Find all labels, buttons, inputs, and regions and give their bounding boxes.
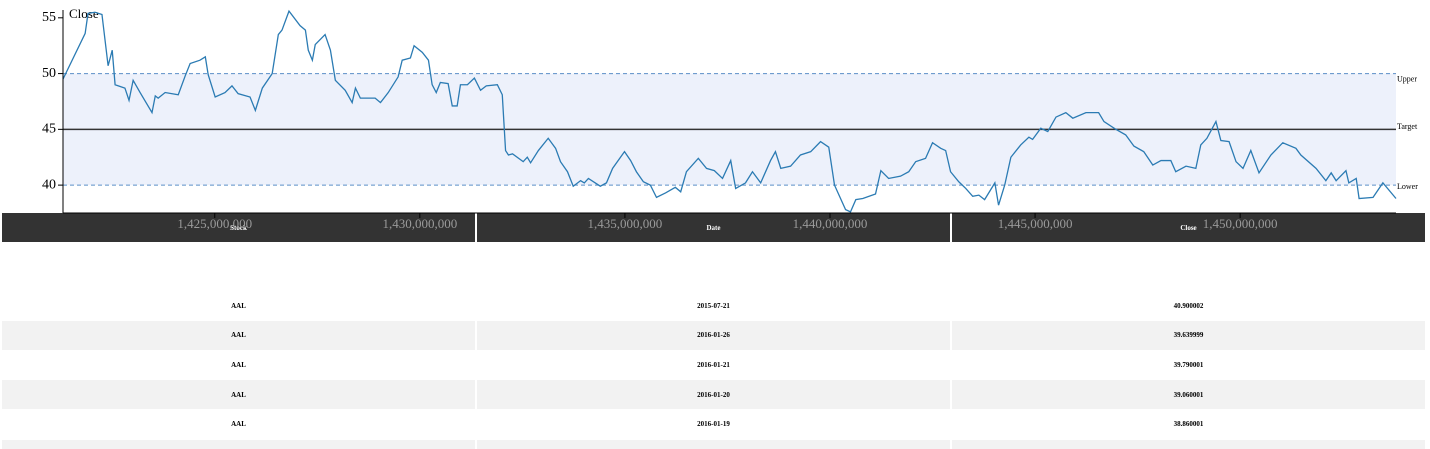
- column-header: Close: [952, 213, 1425, 242]
- table-cell: 39.790001: [1173, 360, 1204, 369]
- table-cell: 38.860001: [1173, 420, 1204, 429]
- table-cell: 2016-01-19: [697, 420, 730, 429]
- table-cell: 40.900002: [1173, 301, 1204, 310]
- y-tick-label: 40: [42, 177, 56, 192]
- column-header: Date: [477, 213, 950, 242]
- table-cell: AAL: [231, 301, 246, 310]
- table-cell: 2016-01-20: [477, 380, 950, 410]
- table-cell: 2015-07-21: [697, 301, 730, 310]
- reference-label: Upper: [1397, 74, 1417, 83]
- table-row-partial: [2, 440, 475, 449]
- table-row-partial: [952, 440, 1425, 449]
- column-header: Stock: [2, 213, 475, 242]
- table-cell: AAL: [231, 360, 246, 369]
- y-tick-label: 55: [42, 10, 56, 25]
- y-tick-label: 45: [42, 122, 56, 137]
- close-line: [62, 9, 1397, 213]
- reference-label: Target: [1397, 122, 1418, 131]
- reference-label: Lower: [1397, 182, 1418, 191]
- chart: Close UpperTargetLower404550551,425,000,…: [42, 6, 1418, 231]
- table-row-partial: [477, 440, 950, 449]
- table-cell: AAL: [231, 420, 246, 429]
- target-band: [63, 73, 1396, 186]
- y-tick-label: 50: [42, 66, 56, 81]
- y-axis-label: Close: [69, 6, 99, 21]
- table-cell: 39.060001: [952, 380, 1425, 410]
- table-cell: 2016-01-26: [477, 320, 950, 350]
- table-cell: 2016-01-21: [697, 360, 730, 369]
- table-cell: AAL: [2, 320, 475, 350]
- table-cell: AAL: [2, 380, 475, 410]
- table-cell: 39.639999: [952, 320, 1425, 350]
